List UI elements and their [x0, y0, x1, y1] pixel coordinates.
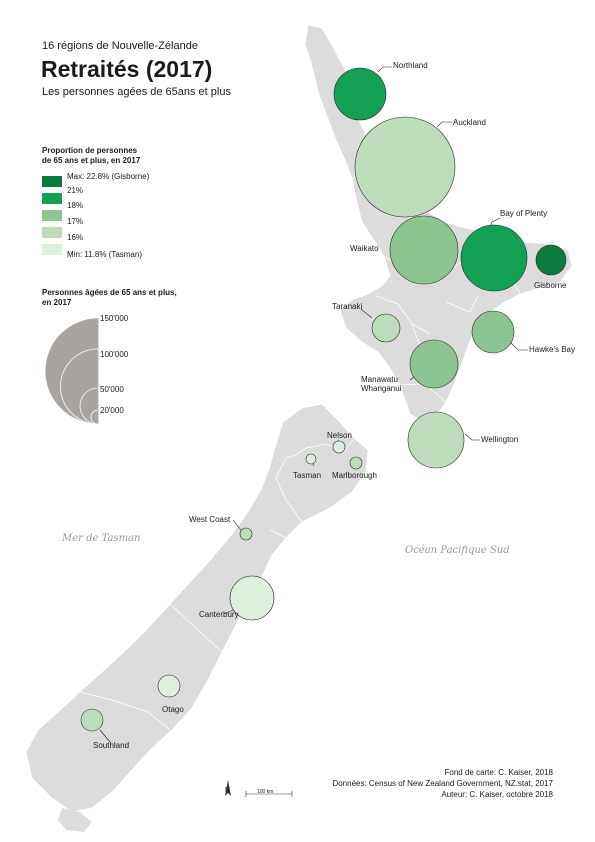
color-legend-label: 17%	[67, 217, 84, 226]
circle-auckland	[354, 116, 456, 218]
scale-bar	[245, 791, 293, 797]
stewart-island	[58, 808, 92, 832]
size-legend-label: 150'000	[100, 314, 129, 323]
map-subtitle: Les personnes agées de 65ans et plus	[42, 86, 231, 98]
sea-label-tasman: Mer de Tasman	[62, 533, 141, 544]
region-label-west-coast: West Coast	[189, 515, 231, 524]
circle-southland	[80, 708, 104, 732]
legend-box-5	[42, 244, 62, 255]
legend-box-2	[42, 193, 62, 204]
credit-author: Auteur: C. Kaiser, octobre 2018	[441, 790, 553, 799]
north-arrow	[225, 780, 231, 796]
scale-bar-label: 100 km	[257, 789, 274, 795]
size-legend-100000	[60, 348, 99, 425]
region-label-bay-of-plenty: Bay of Plenty	[500, 209, 548, 218]
size-legend-150000	[44, 317, 99, 425]
circle-west-coast	[239, 527, 253, 541]
circle-taranaki	[371, 313, 401, 343]
circle-marlborough	[349, 456, 363, 470]
color-legend-label: Max: 22.8% (Gisborne)	[67, 172, 150, 181]
credit-data: Données: Census of New Zealand Governmen…	[332, 779, 553, 788]
region-label-canterbury: Canterbury	[199, 610, 239, 619]
size-legend-title-1: Personnes âgées de 65 ans et plus,	[42, 288, 177, 297]
size-legend-label: 20'000	[100, 406, 124, 415]
region-label-gisborne: Gisborne	[534, 281, 567, 290]
color-legend-label: 16%	[67, 233, 84, 242]
color-legend-label: 18%	[67, 201, 84, 210]
region-label-wellington: Wellington	[481, 435, 519, 444]
circle-bay-of-plenty	[460, 224, 528, 292]
region-circles	[80, 67, 567, 732]
size-legend-50000	[79, 387, 99, 425]
circle-gisborne	[535, 244, 567, 276]
region-label-otago: Otago	[162, 705, 184, 714]
size-legend-label: 50'000	[100, 385, 124, 394]
region-label-manawatu: Manawatu	[361, 375, 398, 384]
region-label-waikato: Waikato	[350, 244, 379, 253]
color-legend-label: Min: 11.8% (Tasman)	[67, 250, 142, 259]
circle-northland	[333, 67, 387, 121]
circle-waikato	[389, 215, 459, 285]
color-legend-boxes	[42, 176, 62, 255]
circle-wellington	[407, 411, 465, 469]
circle-canterbury	[229, 575, 275, 621]
size-legend-20000	[90, 409, 99, 425]
legend-box-1	[42, 176, 62, 187]
legend-box-3	[42, 210, 62, 221]
region-label-tasman: Tasman	[293, 471, 322, 480]
circle-nelson	[332, 440, 346, 454]
circle-otago	[157, 674, 181, 698]
size-legend-label: 100'000	[100, 350, 129, 359]
region-label-marlborough: Marlborough	[332, 471, 377, 480]
legend-box-4	[42, 227, 62, 238]
color-legend-label: 21%	[67, 186, 84, 195]
color-legend-title-2: de 65 ans et plus, en 2017	[42, 156, 141, 165]
circle-tasman	[305, 453, 317, 465]
region-label-taranaki: Taranaki	[332, 302, 363, 311]
size-legend-title-2: en 2017	[42, 298, 72, 307]
credit-basemap: Fond de carte: C. Kaiser, 2018	[444, 768, 553, 777]
sea-label-pacific: Océan Pacifique Sud	[405, 545, 510, 556]
size-legend-symbols	[44, 317, 99, 425]
map-supertitle: 16 régions de Nouvelle-Zélande	[42, 40, 198, 52]
region-label-hawkes-bay: Hawke's Bay	[529, 345, 575, 354]
map-title: Retraités (2017)	[41, 56, 213, 82]
region-label-nelson: Nelson	[327, 431, 352, 440]
region-label-whanganui: Whanganui	[361, 384, 402, 393]
circle-manawatu	[409, 339, 459, 389]
circle-hawkes-bay	[471, 310, 515, 354]
region-label-northland: Northland	[393, 61, 428, 70]
region-label-southland: Southland	[93, 741, 130, 750]
south-island	[25, 403, 369, 813]
north-arrow-label: N	[225, 787, 231, 794]
color-legend-title-1: Proportion de personnes	[42, 146, 138, 155]
region-label-auckland: Auckland	[453, 118, 486, 127]
